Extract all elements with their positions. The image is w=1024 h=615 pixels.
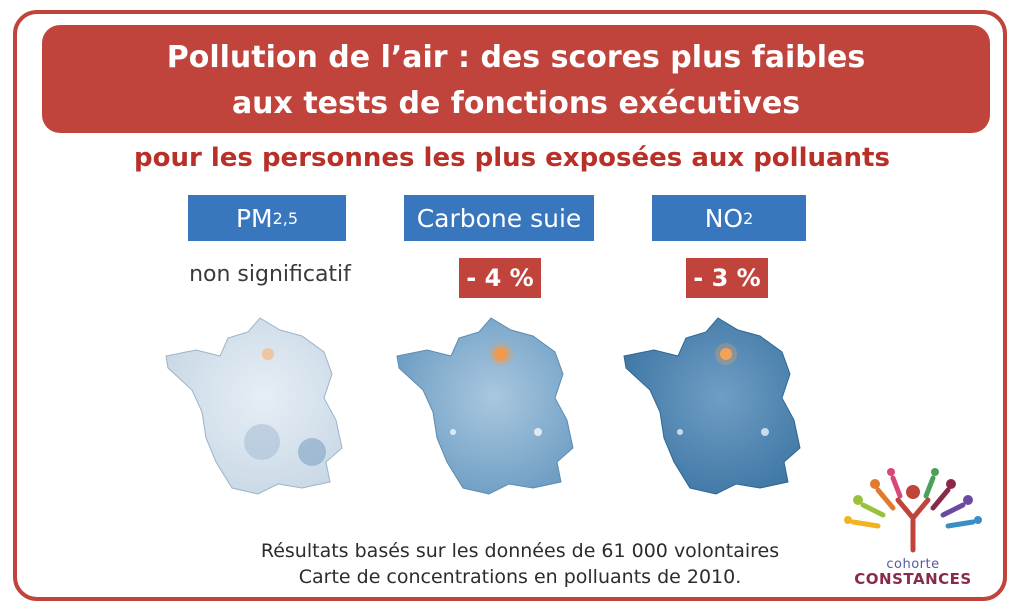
- logo-figures-icon: [844, 468, 982, 553]
- map-pm25: [165, 317, 343, 495]
- map-carbone-suie: [396, 317, 574, 495]
- result-carbone-suie: - 4 %: [459, 258, 541, 298]
- logo-text-small: cohorte: [886, 557, 940, 572]
- pill-pm25: PM 2,5: [188, 195, 346, 241]
- pill-pm25-name: PM: [235, 203, 273, 233]
- logo-text-big: CONSTANCES: [854, 570, 972, 588]
- subtitle: pour les personnes les plus exposées aux…: [134, 143, 890, 173]
- map-no2: [623, 317, 801, 495]
- pill-pm25-sub: 2,5: [272, 208, 299, 228]
- pill-no2-name: NO: [704, 203, 744, 233]
- pill-no2-sub: 2: [743, 208, 754, 228]
- result-no2: - 3 %: [686, 258, 768, 298]
- pill-no2: NO 2: [652, 195, 806, 241]
- pill-carbone-suie-name: Carbone suie: [416, 203, 582, 233]
- title-line-1: Pollution de l’air : des scores plus fai…: [166, 40, 866, 75]
- outer-frame: [13, 10, 1007, 601]
- footer-line-2: Carte de concentrations en polluants de …: [298, 566, 742, 588]
- title-banner: Pollution de l’air : des scores plus fai…: [42, 25, 990, 133]
- constances-logo: cohorte CONSTANCES: [838, 460, 988, 590]
- pill-carbone-suie: Carbone suie: [404, 195, 594, 241]
- footer-line-1: Résultats basés sur les données de 61 00…: [260, 540, 780, 562]
- result-pm25: non significatif: [189, 262, 351, 287]
- title-line-2: aux tests de fonctions exécutives: [231, 86, 801, 121]
